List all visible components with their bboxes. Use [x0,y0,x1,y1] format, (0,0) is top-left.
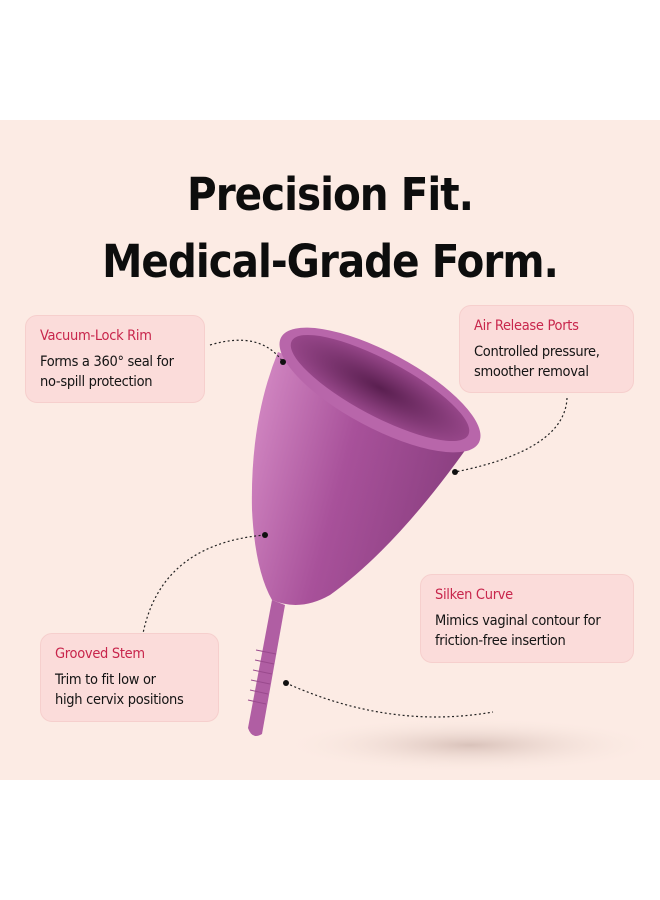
callout-text: Mimics vaginal contour for [435,613,601,629]
callout-text: high cervix positions [55,692,184,708]
callout-heading: Vacuum-Lock Rim [40,328,152,344]
callout-text: Forms a 360° seal for [40,354,174,370]
headline-line2: Medical-Grade Form. [102,235,559,288]
callout-heading: Air Release Ports [474,318,579,334]
callout-text: smoother removal [474,364,589,380]
callout-connectors [139,339,568,718]
callout-text: friction-free insertion [435,633,566,649]
callout-dots [262,359,458,686]
callout-heading: Grooved Stem [55,646,145,662]
cup-opening [290,334,470,442]
callout-air-release-ports: Air Release Ports Controlled pressure, s… [459,305,634,393]
callout-grooved-stem: Grooved Stem Trim to fit low or high cer… [40,633,219,722]
callout-text: Controlled pressure, [474,344,600,360]
stem-grooves [247,649,277,705]
headline-line1: Precision Fit. [187,168,474,221]
cup-shadow [280,717,660,773]
callout-heading: Silken Curve [435,587,513,603]
callout-vacuum-lock-rim: Vacuum-Lock Rim Forms a 360° seal for no… [25,315,205,403]
cup-stem [248,600,285,736]
callout-silken-curve: Silken Curve Mimics vaginal contour for … [420,574,634,663]
callout-text: no-spill protection [40,374,153,390]
callout-text: Trim to fit low or [55,672,156,688]
